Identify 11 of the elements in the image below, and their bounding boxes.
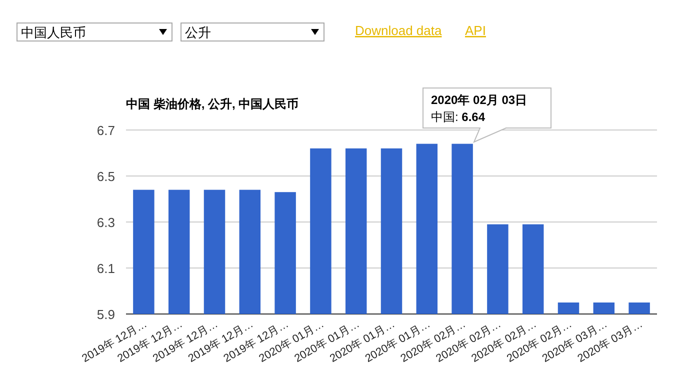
tooltip: 2020年 02月 03日 中国: 6.64	[422, 88, 552, 143]
y-tick-label: 5.9	[96, 307, 115, 322]
y-tick-label: 6.7	[96, 123, 115, 138]
select: 中国人民币	[16, 22, 172, 42]
text: Download data	[355, 23, 442, 38]
y-tick-label: 6.5	[96, 169, 115, 184]
select: 公升	[180, 22, 324, 42]
y-tick-label: 6.3	[96, 215, 115, 230]
chart-title: 中国 柴油价格, 公升, 中国人民币	[126, 97, 299, 111]
y-tick-label: 6.1	[96, 261, 115, 276]
text: API	[465, 23, 486, 38]
